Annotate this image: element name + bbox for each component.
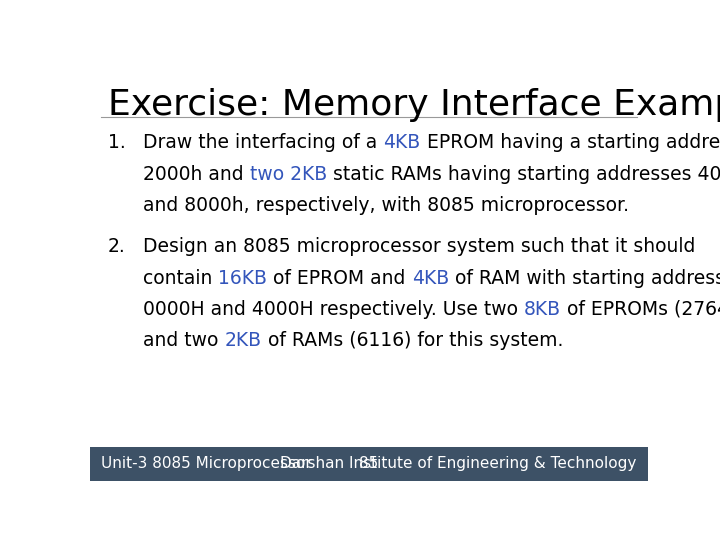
Text: of RAM with starting addresses: of RAM with starting addresses <box>449 268 720 287</box>
Text: Unit-3 8085 Microprocessor: Unit-3 8085 Microprocessor <box>101 456 312 471</box>
Text: and 8000h, respectively, with 8085 microprocessor.: and 8000h, respectively, with 8085 micro… <box>143 196 629 215</box>
Text: of EPROMs (2764): of EPROMs (2764) <box>561 300 720 319</box>
Text: Design an 8085 microprocessor system such that it should: Design an 8085 microprocessor system suc… <box>143 238 696 256</box>
Text: Darshan Institute of Engineering & Technology: Darshan Institute of Engineering & Techn… <box>281 456 637 471</box>
Text: of EPROM and: of EPROM and <box>267 268 412 287</box>
Text: and two: and two <box>143 331 225 350</box>
Text: 16KB: 16KB <box>218 268 267 287</box>
Text: EPROM having a starting address: EPROM having a starting address <box>420 133 720 152</box>
FancyBboxPatch shape <box>90 447 648 481</box>
Text: 2.: 2. <box>108 238 125 256</box>
Text: 2000h and: 2000h and <box>143 165 250 184</box>
Text: Draw the interfacing of a: Draw the interfacing of a <box>143 133 383 152</box>
Text: 8KB: 8KB <box>524 300 561 319</box>
Text: contain: contain <box>143 268 218 287</box>
Text: 4KB: 4KB <box>412 268 449 287</box>
Text: static RAMs having starting addresses 4000h: static RAMs having starting addresses 40… <box>327 165 720 184</box>
Text: 4KB: 4KB <box>383 133 420 152</box>
Text: 2KB: 2KB <box>225 331 261 350</box>
Text: 85: 85 <box>359 456 379 471</box>
Text: two 2KB: two 2KB <box>250 165 327 184</box>
Text: Exercise: Memory Interface Example: Exercise: Memory Interface Example <box>108 87 720 122</box>
Text: 0000H and 4000H respectively. Use two: 0000H and 4000H respectively. Use two <box>143 300 524 319</box>
Text: 1.: 1. <box>108 133 125 152</box>
Text: of RAMs (6116) for this system.: of RAMs (6116) for this system. <box>261 331 563 350</box>
